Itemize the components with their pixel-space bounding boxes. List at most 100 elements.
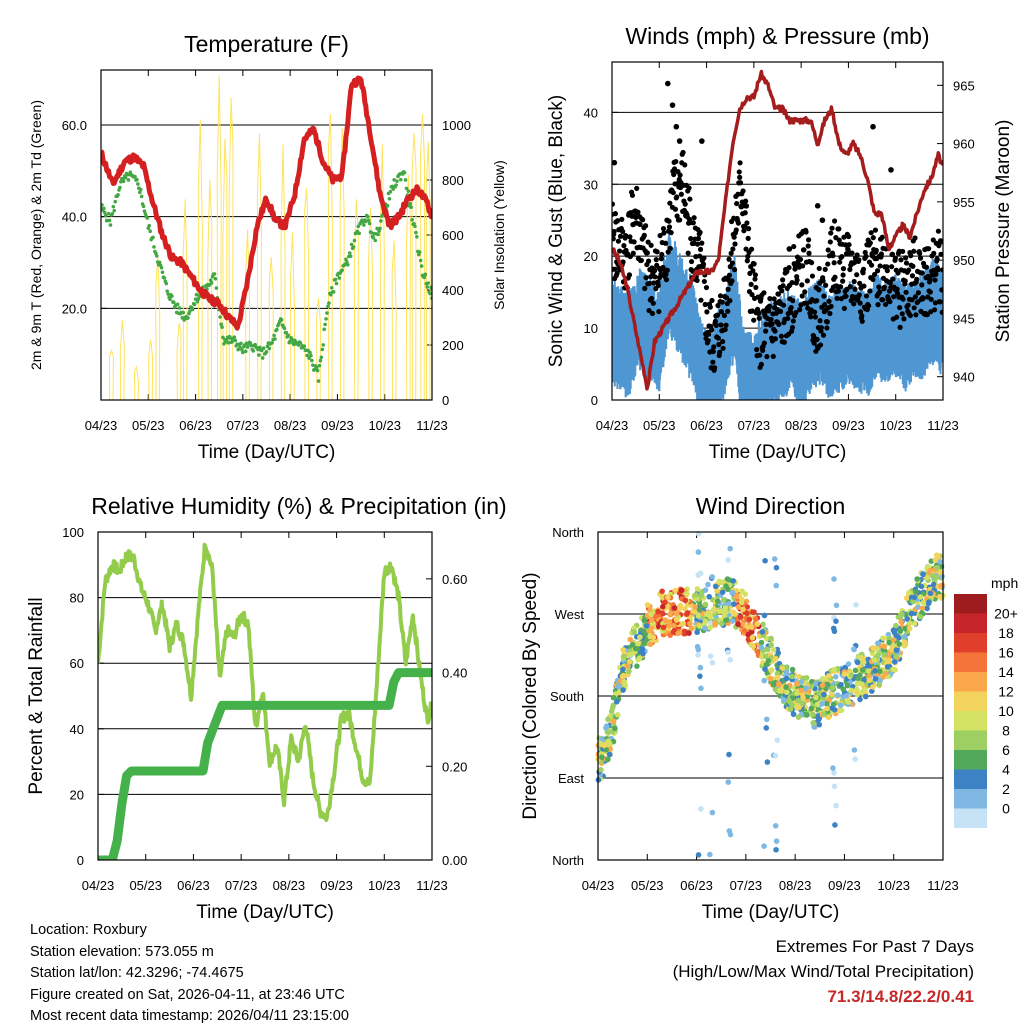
gust-point bbox=[934, 256, 940, 262]
y-tick-label: 40.0 bbox=[62, 210, 87, 225]
dewpoint-point bbox=[152, 245, 156, 249]
gust-point bbox=[780, 283, 786, 289]
dewpoint-point bbox=[413, 224, 417, 229]
wind-direction-point bbox=[829, 685, 836, 691]
gust-point bbox=[870, 123, 876, 130]
dewpoint-point bbox=[190, 307, 195, 312]
dewpoint-point bbox=[308, 350, 312, 355]
gust-point bbox=[728, 250, 734, 256]
dewpoint-point bbox=[315, 368, 320, 373]
gust-point bbox=[852, 286, 858, 292]
gust-point bbox=[718, 309, 724, 315]
dewpoint-point bbox=[238, 345, 242, 350]
wind-direction-point bbox=[695, 652, 701, 658]
y-axis-label: Direction (Colored By Speed) bbox=[520, 572, 541, 819]
wind-direction-point bbox=[777, 687, 783, 694]
wind-direction-point bbox=[614, 712, 621, 718]
y-tick-label-right: 940 bbox=[953, 370, 975, 385]
gust-point bbox=[843, 293, 849, 299]
dewpoint-point bbox=[331, 290, 336, 294]
wind-direction-point bbox=[697, 673, 703, 679]
gust-point bbox=[847, 284, 853, 290]
gust-point bbox=[677, 172, 683, 178]
gust-point bbox=[851, 278, 857, 285]
gust-point bbox=[710, 359, 716, 365]
dewpoint-point bbox=[228, 336, 233, 340]
gust-point bbox=[760, 347, 766, 354]
gust-point bbox=[663, 240, 669, 246]
wind-direction-point bbox=[707, 619, 714, 626]
gust-point bbox=[779, 288, 785, 294]
gust-point bbox=[923, 264, 930, 270]
wind-direction-point bbox=[706, 625, 713, 631]
gust-point bbox=[664, 267, 670, 273]
wind-direction-point bbox=[698, 592, 705, 599]
wind-direction-point bbox=[920, 599, 927, 606]
wind-direction-point bbox=[852, 667, 859, 674]
chart-title: Wind Direction bbox=[696, 493, 846, 519]
gust-point bbox=[680, 149, 686, 156]
wind-direction-point bbox=[731, 601, 737, 607]
wind-direction-point bbox=[764, 716, 770, 723]
gust-point bbox=[666, 224, 673, 230]
gust-point bbox=[780, 302, 787, 308]
wind-direction-point bbox=[799, 700, 806, 707]
dewpoint-point bbox=[403, 178, 408, 182]
x-tick-label: 10/23 bbox=[368, 878, 401, 893]
legend-swatch bbox=[954, 691, 987, 711]
gust-point bbox=[714, 312, 721, 318]
gust-point bbox=[737, 174, 743, 180]
wind-direction-point bbox=[707, 653, 714, 659]
wind-direction-point bbox=[911, 594, 918, 601]
gust-point bbox=[710, 348, 716, 355]
dewpoint-point bbox=[286, 333, 291, 338]
dewpoint-point bbox=[230, 339, 235, 343]
wind-direction-point bbox=[626, 668, 632, 675]
legend-label: 10 bbox=[998, 703, 1014, 719]
dewpoint-point bbox=[290, 337, 294, 342]
gust-point bbox=[763, 328, 769, 334]
wind-direction-point bbox=[719, 589, 726, 595]
gust-point bbox=[849, 250, 855, 256]
x-tick-label: 07/23 bbox=[730, 878, 763, 893]
wind-direction-point bbox=[937, 593, 943, 600]
y-tick-label: East bbox=[558, 771, 584, 786]
wind-direction-point bbox=[706, 593, 713, 600]
wind-direction-point bbox=[771, 556, 778, 562]
wind-direction-point bbox=[937, 558, 943, 565]
dewpoint-point bbox=[160, 270, 165, 275]
gust-point bbox=[911, 305, 917, 311]
dewpoint-point bbox=[273, 337, 277, 341]
gust-point bbox=[856, 292, 862, 298]
wind-direction-point bbox=[763, 725, 770, 731]
gust-point bbox=[884, 268, 890, 274]
gust-point bbox=[938, 239, 943, 245]
dewpoint-point bbox=[165, 289, 169, 293]
gust-point bbox=[777, 308, 784, 315]
gust-point bbox=[661, 230, 667, 236]
wind-direction-point bbox=[660, 624, 667, 631]
wind-direction-point bbox=[722, 605, 729, 611]
gust-point bbox=[646, 307, 652, 314]
extremes-subtitle: (High/Low/Max Wind/Total Precipitation) bbox=[672, 962, 974, 981]
gust-point bbox=[825, 261, 831, 267]
wind-direction-point bbox=[737, 614, 744, 620]
gust-point bbox=[754, 347, 760, 353]
plot-area bbox=[98, 542, 432, 860]
wind-direction-point bbox=[723, 617, 730, 623]
dewpoint-point bbox=[177, 306, 182, 310]
wind-direction-point bbox=[744, 610, 750, 617]
gust-point bbox=[868, 230, 874, 236]
wind-direction-point bbox=[938, 582, 944, 589]
x-tick-label: 09/23 bbox=[320, 878, 353, 893]
gust-point bbox=[612, 211, 619, 217]
gust-point bbox=[912, 235, 918, 241]
wind-direction-point bbox=[794, 681, 800, 687]
gust-point bbox=[693, 254, 699, 260]
plot-frame bbox=[597, 531, 944, 861]
y-axis-label-right: Solar Insolation (Yellow) bbox=[491, 160, 507, 310]
wind-direction-point bbox=[710, 607, 717, 613]
gust-point bbox=[623, 233, 629, 239]
wind-direction-point bbox=[877, 668, 883, 675]
gust-point bbox=[824, 319, 830, 325]
